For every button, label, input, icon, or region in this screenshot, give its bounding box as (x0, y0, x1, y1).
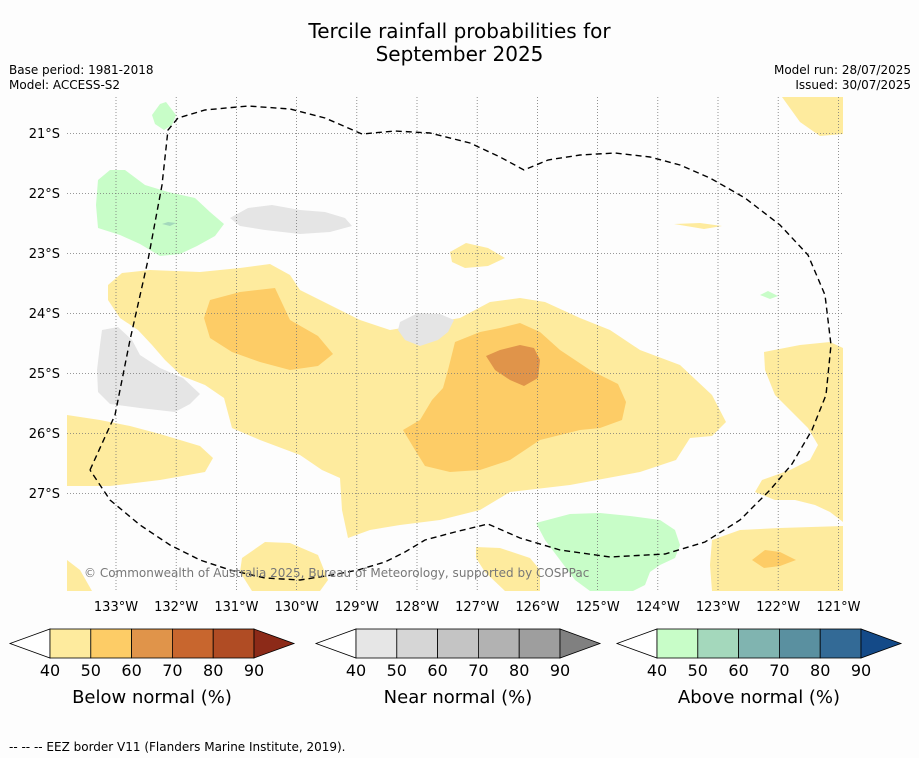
colorbar-upper-arrow (253, 628, 296, 659)
below-normal-60-shading (486, 345, 540, 386)
colorbar-3: 40 50 60 70 80 90 Above normal (%) (615, 628, 903, 708)
meta-right: Model run: 28/07/2025 Issued: 30/07/2025 (774, 63, 911, 93)
colorbar-tick-label: 60 (121, 661, 141, 680)
colorbar-segment (396, 628, 438, 659)
colorbar-segment (738, 628, 780, 659)
lat-label: 26°S (29, 427, 60, 442)
copyright-text: © Commonwealth of Australia 2025, Bureau… (84, 566, 589, 580)
meta-left: Base period: 1981-2018 Model: ACCESS-S2 (9, 63, 154, 93)
lat-label: 22°S (29, 187, 60, 202)
lon-label: 133°W (94, 600, 138, 615)
colorbar-segment (437, 628, 479, 659)
colorbar-segment (171, 628, 214, 659)
base-period: Base period: 1981-2018 (9, 63, 154, 77)
lon-label: 121°W (816, 600, 860, 615)
map-title-line1: Tercile rainfall probabilities for (308, 19, 611, 43)
lon-label: 131°W (214, 600, 258, 615)
colorbar-segment (819, 628, 862, 659)
lat-label: 25°S (29, 367, 60, 382)
lon-label: 122°W (756, 600, 800, 615)
issued-date: Issued: 30/07/2025 (795, 78, 911, 92)
colorbar-title: Above normal (%) (678, 687, 840, 708)
eez-footnote: -- -- -- EEZ border V11 (Flanders Marine… (9, 740, 346, 754)
colorbar-tick-label: 50 (688, 661, 708, 680)
colorbar-tick-label: 90 (851, 661, 871, 680)
colorbar-tick-label: 40 (40, 661, 60, 680)
lon-label: 124°W (636, 600, 680, 615)
longitude-labels: 133°W 132°W 131°W 130°W 129°W 128°W 127°W 126°W… (94, 600, 861, 615)
eez-border (89, 105, 832, 581)
model-run: Model run: 28/07/2025 (773, 63, 911, 77)
colorbar-segment (212, 628, 255, 659)
colorbar-tick-label: 90 (550, 661, 570, 680)
map-area: © Commonwealth of Australia 2025, Bureau… (67, 97, 843, 591)
above-normal-50-shading (162, 222, 176, 226)
colorbar-lower-arrow (615, 628, 658, 659)
colorbar-segment (131, 628, 173, 659)
colorbar-2: 40 50 60 70 80 90 Near normal (%) (314, 628, 602, 708)
lon-label: 123°W (696, 600, 740, 615)
lat-label: 24°S (29, 307, 60, 322)
colorbar-tick-label: 60 (728, 661, 748, 680)
colorbar-tick-label: 60 (427, 661, 447, 680)
above-normal-40-shading (96, 102, 778, 591)
lon-label: 128°W (395, 600, 439, 615)
near-normal-40-shading (97, 205, 454, 412)
latitude-labels: 21°S 22°S 23°S 24°S 25°S 26°S 27°S (29, 127, 60, 502)
model-name: Model: ACCESS-S2 (9, 78, 121, 92)
lat-label: 23°S (29, 247, 60, 262)
colorbar-title: Below normal (%) (72, 687, 232, 708)
lon-label: 126°W (515, 600, 559, 615)
colorbar-tick-label: 40 (346, 661, 366, 680)
colorbar-upper-arrow (860, 628, 903, 659)
colorbar-1: 40 50 60 70 80 90 Below normal (%) (8, 628, 296, 708)
map-title-line2: September 2025 (375, 42, 544, 66)
colorbar-tick-label: 40 (647, 661, 667, 680)
colorbar-segment (477, 628, 520, 659)
colorbar-segment (49, 628, 92, 659)
colorbar-segment (355, 628, 398, 659)
colorbar-lower-arrow (314, 628, 357, 659)
lat-label: 27°S (29, 487, 60, 502)
colorbar-tick-label: 80 (509, 661, 529, 680)
colorbar-lower-arrow (8, 628, 51, 659)
colorbar-tick-label: 70 (468, 661, 488, 680)
colorbar-segment (779, 628, 821, 659)
colorbar-tick-label: 50 (81, 661, 101, 680)
colorbar-title: Near normal (%) (384, 687, 533, 708)
colorbar-tick-label: 80 (203, 661, 223, 680)
colorbar-tick-label: 70 (162, 661, 182, 680)
colorbar-upper-arrow (559, 628, 602, 659)
colorbars: 40 50 60 70 80 90 Below normal (%) 40 50 60 70 80 90… (8, 628, 903, 708)
colorbar-segment (656, 628, 699, 659)
colorbar-tick-label: 80 (810, 661, 830, 680)
colorbar-segment (90, 628, 133, 659)
colorbar-segment (697, 628, 739, 659)
colorbar-segment (518, 628, 561, 659)
lon-label: 130°W (275, 600, 319, 615)
lon-label: 125°W (576, 600, 620, 615)
colorbar-tick-label: 70 (769, 661, 789, 680)
colorbar-tick-label: 90 (244, 661, 264, 680)
lon-label: 129°W (335, 600, 379, 615)
graticule (67, 97, 843, 591)
lon-label: 132°W (154, 600, 198, 615)
colorbar-tick-label: 50 (387, 661, 407, 680)
lon-label: 127°W (455, 600, 499, 615)
lat-label: 21°S (29, 127, 60, 142)
